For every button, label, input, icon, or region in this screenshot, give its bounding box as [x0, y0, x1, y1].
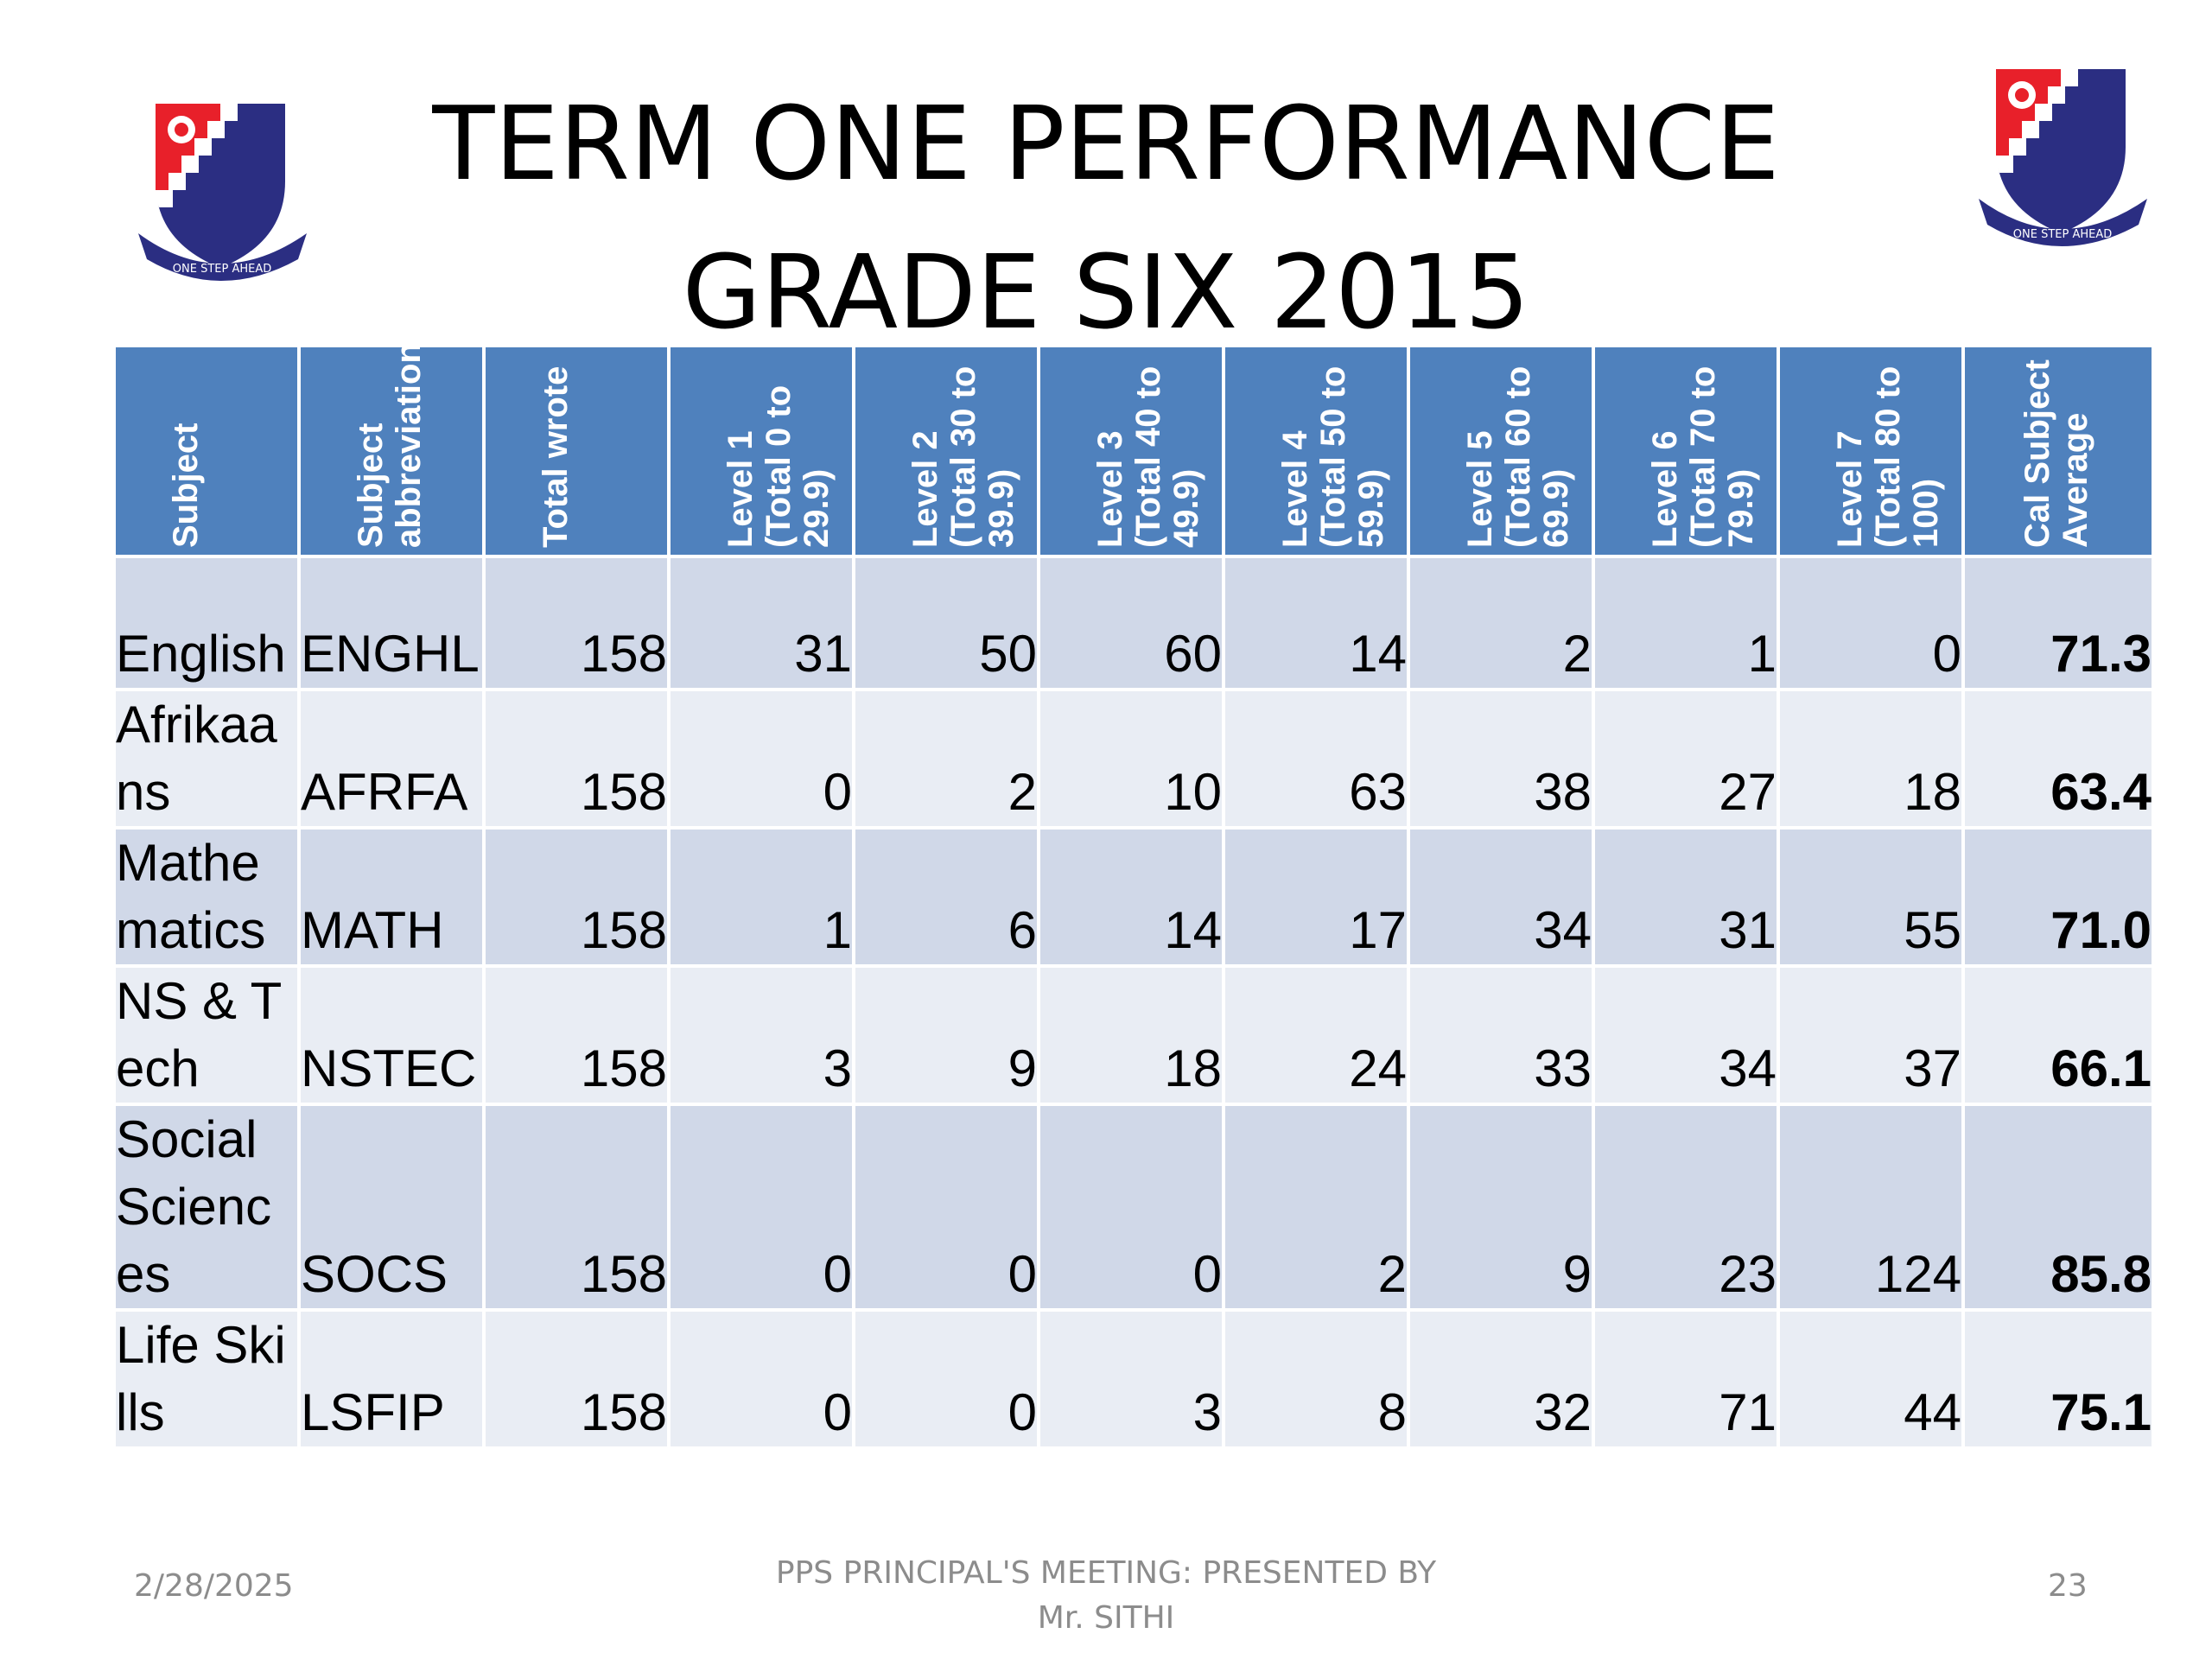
level-cell: 2 — [855, 691, 1037, 826]
level-cell: 14 — [1040, 830, 1222, 964]
level-cell: 71 — [1595, 1312, 1777, 1446]
level-cell: 31 — [671, 558, 852, 688]
table-header-row: Subject Subject abbreviation Total wrote… — [116, 347, 2152, 555]
header-cell: Cal Subject Average — [1965, 347, 2152, 555]
abbreviation-cell: SOCS — [301, 1106, 482, 1308]
level-cell: 8 — [1225, 1312, 1407, 1446]
table-row: Life Skills LSFIP 158 0 0 3 8 32 71 44 7… — [116, 1312, 2152, 1446]
level-cell: 0 — [671, 691, 852, 826]
table-row: Mathematics MATH 158 1 6 14 17 34 31 55 … — [116, 830, 2152, 964]
table-row: NS & Tech NSTEC 158 3 9 18 24 33 34 37 6… — [116, 968, 2152, 1103]
level-cell: 32 — [1410, 1312, 1592, 1446]
school-crest-logo-right: ONE STEP AHEAD — [1979, 60, 2152, 251]
level-cell: 1 — [671, 830, 852, 964]
subject-cell: Mathematics — [116, 830, 297, 964]
subject-cell: NS & Tech — [116, 968, 297, 1103]
slide-title: TERM ONE PERFORMANCE GRADE SIX 2015 — [346, 69, 1866, 366]
subject-average-cell: 85.8 — [1965, 1106, 2152, 1308]
header-cell: Level 6 (Total 70 to 79.9) — [1595, 347, 1777, 555]
school-crest-logo-left: ONE STEP AHEAD — [138, 95, 311, 285]
subject-cell: Afrikaans — [116, 691, 297, 826]
header-cell: Subject abbreviation — [301, 347, 482, 555]
header-cell: Subject — [116, 347, 297, 555]
level-cell: 31 — [1595, 830, 1777, 964]
level-cell: 14 — [1225, 558, 1407, 688]
total-cell: 158 — [486, 691, 667, 826]
level-cell: 60 — [1040, 558, 1222, 688]
level-cell: 38 — [1410, 691, 1592, 826]
total-cell: 158 — [486, 968, 667, 1103]
abbreviation-cell: LSFIP — [301, 1312, 482, 1446]
level-cell: 27 — [1595, 691, 1777, 826]
total-cell: 158 — [486, 830, 667, 964]
header-cell: Level 5 (Total 60 to 69.9) — [1410, 347, 1592, 555]
subject-average-cell: 63.4 — [1965, 691, 2152, 826]
level-cell: 6 — [855, 830, 1037, 964]
level-cell: 0 — [671, 1312, 852, 1446]
subject-average-cell: 75.1 — [1965, 1312, 2152, 1446]
title-line-1: TERM ONE PERFORMANCE — [432, 84, 1780, 203]
footer-presenter: PPS PRINCIPAL'S MEETING: PRESENTED BY Mr… — [743, 1551, 1469, 1641]
level-cell: 34 — [1410, 830, 1592, 964]
total-cell: 158 — [486, 558, 667, 688]
header-cell: Level 4 (Total 50 to 59.9) — [1225, 347, 1407, 555]
total-cell: 158 — [486, 1106, 667, 1308]
level-cell: 2 — [1225, 1106, 1407, 1308]
level-cell: 17 — [1225, 830, 1407, 964]
table-row: Afrikaans AFRFA 158 0 2 10 63 38 27 18 6… — [116, 691, 2152, 826]
level-cell: 50 — [855, 558, 1037, 688]
level-cell: 18 — [1780, 691, 1961, 826]
level-cell: 44 — [1780, 1312, 1961, 1446]
level-cell: 9 — [1410, 1106, 1592, 1308]
header-cell: Level 7 (Total 80 to 100) — [1780, 347, 1961, 555]
level-cell: 0 — [855, 1312, 1037, 1446]
header-cell: Total wrote — [486, 347, 667, 555]
table-row: English ENGHL 158 31 50 60 14 2 1 0 71.3 — [116, 558, 2152, 688]
header-cell: Level 1 (Total 0 to 29.9) — [671, 347, 852, 555]
subject-cell: Life Skills — [116, 1312, 297, 1446]
crest-motto-text: ONE STEP AHEAD — [2013, 228, 2112, 241]
level-cell: 33 — [1410, 968, 1592, 1103]
footer-date: 2/28/2025 — [134, 1568, 294, 1604]
level-cell: 63 — [1225, 691, 1407, 826]
level-cell: 37 — [1780, 968, 1961, 1103]
level-cell: 24 — [1225, 968, 1407, 1103]
subject-average-cell: 71.0 — [1965, 830, 2152, 964]
abbreviation-cell: AFRFA — [301, 691, 482, 826]
level-cell: 55 — [1780, 830, 1961, 964]
abbreviation-cell: NSTEC — [301, 968, 482, 1103]
table-row: Social Sciences SOCS 158 0 0 0 2 9 23 12… — [116, 1106, 2152, 1308]
level-cell: 34 — [1595, 968, 1777, 1103]
footer-presenter-line-1: PPS PRINCIPAL'S MEETING: PRESENTED BY — [775, 1555, 1437, 1591]
crest-motto-text: ONE STEP AHEAD — [173, 263, 271, 276]
subject-average-cell: 71.3 — [1965, 558, 2152, 688]
title-line-2: GRADE SIX 2015 — [682, 232, 1530, 352]
header-cell: Level 2 (Total 30 to 39.9) — [855, 347, 1037, 555]
level-cell: 0 — [1040, 1106, 1222, 1308]
subject-cell: English — [116, 558, 297, 688]
level-cell: 0 — [855, 1106, 1037, 1308]
level-cell: 3 — [1040, 1312, 1222, 1446]
level-cell: 1 — [1595, 558, 1777, 688]
level-cell: 0 — [671, 1106, 852, 1308]
footer-presenter-line-2: Mr. SITHI — [1037, 1600, 1175, 1636]
abbreviation-cell: ENGHL — [301, 558, 482, 688]
level-cell: 23 — [1595, 1106, 1777, 1308]
performance-table: Subject Subject abbreviation Total wrote… — [112, 344, 2155, 1450]
level-cell: 18 — [1040, 968, 1222, 1103]
slide-page-number: 23 — [2048, 1568, 2088, 1604]
level-cell: 2 — [1410, 558, 1592, 688]
level-cell: 0 — [1780, 558, 1961, 688]
header-cell: Level 3 (Total 40 to 49.9) — [1040, 347, 1222, 555]
total-cell: 158 — [486, 1312, 667, 1446]
level-cell: 124 — [1780, 1106, 1961, 1308]
abbreviation-cell: MATH — [301, 830, 482, 964]
level-cell: 10 — [1040, 691, 1222, 826]
level-cell: 9 — [855, 968, 1037, 1103]
subject-average-cell: 66.1 — [1965, 968, 2152, 1103]
level-cell: 3 — [671, 968, 852, 1103]
subject-cell: Social Sciences — [116, 1106, 297, 1308]
